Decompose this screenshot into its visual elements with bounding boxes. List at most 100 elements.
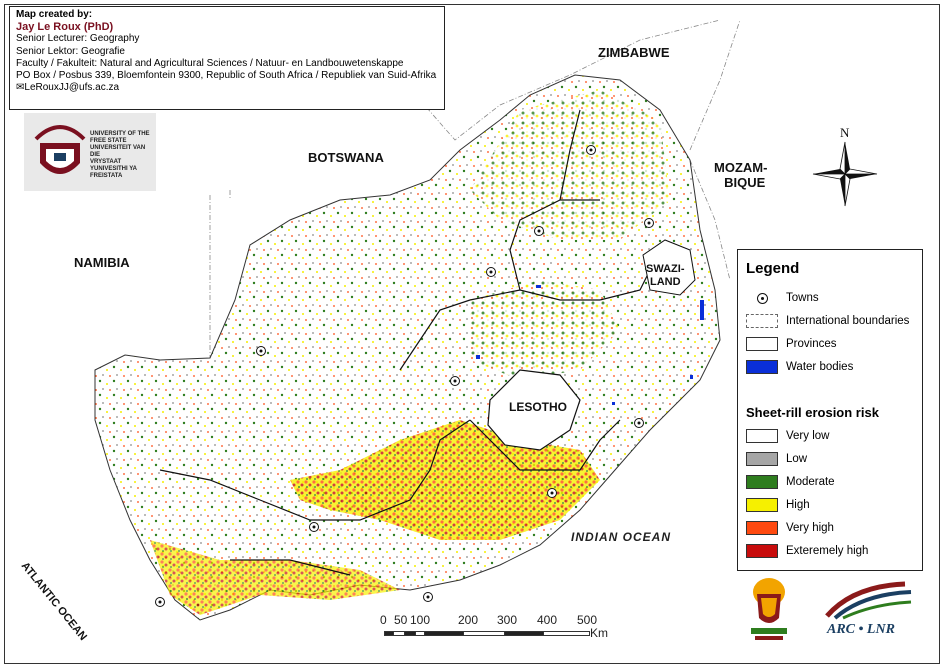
town-marker: [644, 218, 654, 228]
map-frame: [4, 4, 940, 664]
legend-risk-item: Moderate: [746, 474, 835, 490]
ufs-line: YUNIVESITHI YA: [90, 166, 138, 172]
legend-item-water: Water bodies: [746, 359, 853, 375]
legend-label: High: [786, 499, 810, 511]
moderate-zone-highveld: [470, 280, 620, 380]
legend-risk-item: Exteremely high: [746, 543, 868, 559]
ufs-logo: UNIVERSITY OF THE FREE STATE UNIVERSITEI…: [24, 113, 156, 191]
north-arrow-icon: [812, 141, 878, 207]
legend-swatch: [746, 498, 778, 512]
legend-swatch: [746, 360, 778, 374]
legend-label: Moderate: [786, 476, 835, 488]
swaziland-shape: [642, 239, 696, 296]
town-marker: [450, 376, 460, 386]
town-marker: [586, 145, 596, 155]
legend-risk-item: Very high: [746, 520, 834, 536]
legend-label: Exteremely high: [786, 545, 869, 557]
credit-email[interactable]: ✉LeRouxJJ@ufs.ac.za: [16, 82, 438, 94]
credit-box: Map created by: Jay Le Roux (PhD) Senior…: [9, 6, 445, 110]
legend-risk-item: Very low: [746, 428, 829, 444]
legend-label: Very low: [786, 430, 830, 442]
town-marker: [547, 488, 557, 498]
legend-risk-item: Low: [746, 451, 807, 467]
mail-icon: ✉: [16, 82, 25, 94]
legend-swatch: [746, 475, 778, 489]
credit-line: Senior Lecturer: Geography: [16, 33, 140, 45]
scale-tick: 100: [410, 613, 431, 627]
scale-tick: 50: [394, 613, 408, 627]
legend-item-towns: Towns: [746, 290, 819, 306]
credit-author: Jay Le Roux (PhD): [16, 21, 114, 34]
legend-swatch: [746, 314, 778, 328]
credit-line: Senior Lektor: Geografie: [16, 45, 125, 57]
legend-swatch: [746, 452, 778, 466]
lesotho-shape: [487, 369, 581, 451]
legend-risk-title: Sheet-rill erosion risk: [746, 405, 879, 420]
legend-label: Very high: [786, 522, 834, 534]
credit-header: Map created by:: [16, 9, 93, 20]
ufs-line: UNIVERSITEIT VAN DIE: [90, 145, 146, 158]
scale-tick: 400: [537, 613, 558, 627]
towns: [155, 145, 654, 607]
international-boundaries: [209, 19, 741, 358]
legend-label: International boundaries: [786, 315, 910, 327]
ufs-crest-icon: [34, 125, 86, 174]
arc-logo: ARC • LNR: [823, 580, 915, 650]
legend-swatch: [746, 544, 778, 558]
scale-tick: 500: [577, 613, 598, 627]
label-namibia: NAMIBIA: [74, 255, 130, 270]
scale-bar-segment: [424, 631, 464, 636]
western-cape-zone: [150, 540, 400, 615]
town-marker: [634, 418, 644, 428]
scale-bar-segment: [504, 631, 544, 636]
legend-label: Provinces: [786, 338, 837, 350]
label-mozambique: MOZAM- BIQUE: [714, 160, 767, 190]
ufs-line: FREISTATA: [90, 173, 123, 179]
scale-bar-segment: [404, 631, 416, 636]
legend-label: Low: [786, 453, 808, 465]
label-mozambique-line2: BIQUE: [724, 175, 766, 190]
province-boundaries: [159, 109, 661, 576]
scale-bar-segment: [384, 631, 394, 636]
ufs-line: VRYSTAAT: [90, 159, 122, 165]
label-indian-ocean: INDIAN OCEAN: [571, 530, 672, 544]
scale-tick: 0: [380, 613, 387, 627]
legend-swatch: [746, 521, 778, 535]
label-zimbabwe: ZIMBABWE: [598, 45, 670, 60]
label-lesotho: LESOTHO: [509, 400, 568, 414]
high-risk-band-east: [290, 420, 600, 540]
town-marker: [486, 267, 496, 277]
town-marker: [423, 592, 433, 602]
label-mozambique-line1: MOZAM-: [714, 160, 768, 175]
town-marker: [155, 597, 165, 607]
credit-line: Faculty / Fakulteit: Natural and Agricul…: [16, 57, 404, 69]
label-swaziland: SWAZI- LAND: [646, 263, 685, 289]
legend-label: Towns: [786, 292, 819, 304]
label-swaziland-line2: LAND: [649, 276, 681, 288]
scale-unit: Km: [590, 626, 608, 640]
label-swaziland-line1: SWAZI-: [646, 263, 685, 275]
legend-title: Legend: [746, 260, 800, 277]
legend-item-international: International boundaries: [746, 313, 909, 329]
ufs-line: FREE STATE: [90, 138, 127, 144]
legend-box: Legend Towns International boundaries Pr…: [737, 249, 923, 571]
town-icon: [746, 291, 778, 305]
ufs-logo-text: UNIVERSITY OF THE FREE STATE UNIVERSITEI…: [90, 131, 156, 180]
legend-swatch: [746, 429, 778, 443]
arc-logo-text: ARC • LNR: [827, 622, 895, 637]
label-botswana: BOTSWANA: [308, 150, 384, 165]
coat-of-arms-icon: [751, 578, 787, 640]
credit-line: PO Box / Posbus 339, Bloemfontein 9300, …: [16, 70, 437, 82]
legend-item-provinces: Provinces: [746, 336, 837, 352]
moderate-zone-north: [470, 90, 670, 240]
legend-risk-item: High: [746, 497, 810, 513]
town-marker: [309, 522, 319, 532]
scale-tick: 300: [497, 613, 518, 627]
arc-logo-icon: [825, 581, 912, 620]
north-label: N: [840, 125, 850, 140]
legend-label: Water bodies: [786, 361, 854, 373]
water-bodies: [476, 285, 704, 405]
town-marker: [256, 346, 266, 356]
scale-tick: 200: [458, 613, 479, 627]
